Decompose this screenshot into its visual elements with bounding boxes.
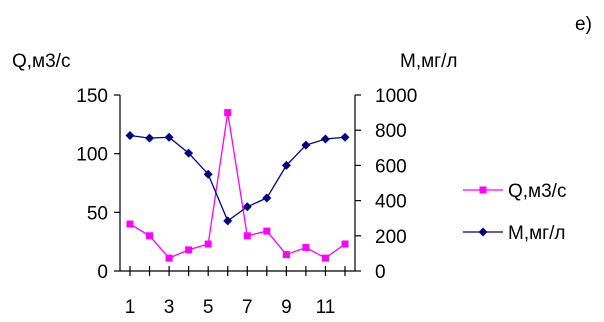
- left-axis-title: Q,м3/с: [12, 51, 70, 72]
- axes: 0 50 100 150 0 200 400 600 800 1000 1 3 5 7 9 11: [76, 86, 417, 318]
- data-point: [126, 220, 134, 228]
- left-tick-label: 150: [76, 86, 108, 107]
- data-point: [204, 240, 212, 248]
- legend: Q,м3/с М,мг/л: [463, 181, 566, 244]
- data-point: [340, 132, 350, 142]
- right-tick-label: 600: [375, 156, 407, 177]
- data-point: [281, 160, 291, 170]
- left-tick-label: 0: [97, 262, 108, 283]
- data-point: [320, 134, 330, 144]
- data-point: [165, 254, 173, 262]
- data-point: [341, 240, 349, 248]
- legend-marker: [478, 227, 488, 237]
- series-1: [126, 109, 349, 262]
- data-point: [224, 109, 232, 117]
- data-point: [223, 216, 233, 226]
- data-point: [243, 232, 251, 240]
- data-point: [263, 227, 271, 235]
- data-point: [282, 251, 290, 259]
- data-point: [125, 130, 135, 140]
- data-point: [321, 254, 329, 262]
- panel-label: е): [575, 14, 592, 35]
- right-tick-label: 1000: [375, 86, 417, 107]
- data-point: [185, 246, 193, 254]
- right-tick-label: 0: [375, 262, 386, 283]
- data-point: [145, 133, 155, 143]
- series-layer: [125, 109, 350, 262]
- x-tick-label: 9: [281, 297, 292, 318]
- data-point: [184, 148, 194, 158]
- x-tick-label: 5: [203, 297, 214, 318]
- data-point: [301, 140, 311, 150]
- left-tick-label: 100: [76, 145, 108, 166]
- data-point: [203, 169, 213, 179]
- right-tick-label: 200: [375, 227, 407, 248]
- legend-item: М,мг/л: [463, 223, 565, 244]
- legend-label: Q,м3/с: [508, 181, 566, 202]
- legend-label: М,мг/л: [508, 223, 565, 244]
- x-tick-label: 11: [316, 297, 336, 318]
- data-point: [146, 232, 154, 240]
- data-point: [242, 202, 252, 212]
- data-point: [262, 193, 272, 203]
- x-tick-label: 7: [242, 297, 253, 318]
- series-2: [125, 130, 350, 226]
- right-tick-label: 400: [375, 192, 407, 213]
- series-line: [129, 112, 346, 259]
- left-tick-label: 50: [87, 203, 108, 224]
- x-tick-label: 3: [164, 297, 175, 318]
- right-tick-label: 800: [375, 121, 407, 142]
- right-axis-title: М,мг/л: [400, 51, 457, 72]
- legend-marker: [479, 186, 487, 194]
- data-point: [164, 132, 174, 142]
- legend-item: Q,м3/с: [463, 181, 566, 202]
- data-point: [302, 244, 310, 252]
- x-tick-label: 1: [125, 297, 136, 318]
